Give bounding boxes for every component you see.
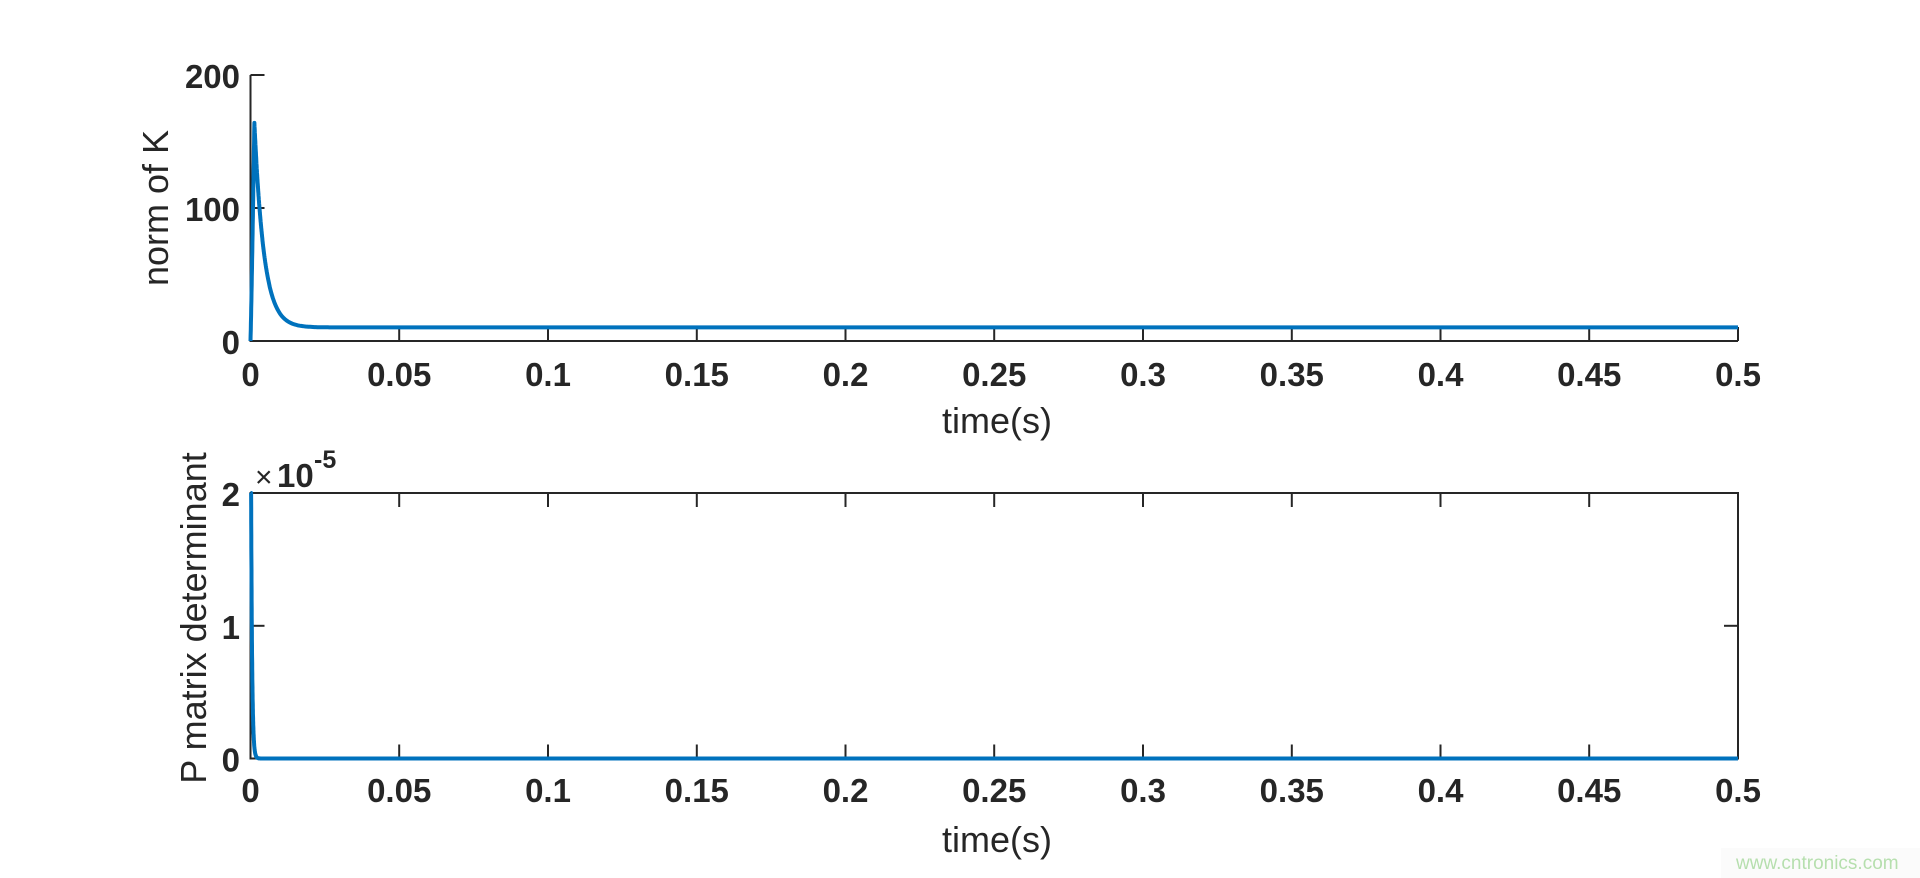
svg-text:0.3: 0.3 (1120, 356, 1166, 393)
svg-text:0.4: 0.4 (1418, 356, 1465, 393)
svg-text:time(s): time(s) (942, 400, 1052, 441)
svg-text:0.1: 0.1 (525, 772, 571, 809)
svg-text:0.25: 0.25 (962, 356, 1026, 393)
svg-text:0.05: 0.05 (367, 356, 431, 393)
svg-text:0.45: 0.45 (1557, 356, 1621, 393)
svg-text:0.35: 0.35 (1260, 356, 1324, 393)
svg-text:0: 0 (222, 742, 240, 779)
svg-text:0.45: 0.45 (1557, 772, 1621, 809)
svg-text:0.2: 0.2 (823, 772, 869, 809)
svg-text:0.35: 0.35 (1260, 772, 1324, 809)
svg-text:time(s): time(s) (942, 819, 1052, 860)
svg-text:0.1: 0.1 (525, 356, 571, 393)
svg-text:0.2: 0.2 (823, 356, 869, 393)
svg-text:0.15: 0.15 (665, 772, 729, 809)
svg-text:0: 0 (241, 772, 259, 809)
svg-text:1: 1 (222, 609, 240, 646)
svg-text:www.cntronics.com: www.cntronics.com (1735, 853, 1899, 874)
svg-text:0: 0 (241, 356, 259, 393)
svg-text:norm of K: norm of K (135, 130, 176, 286)
svg-text:0.4: 0.4 (1418, 772, 1465, 809)
svg-text:0.3: 0.3 (1120, 772, 1166, 809)
svg-text:0.25: 0.25 (962, 772, 1026, 809)
svg-text:0: 0 (222, 324, 240, 361)
svg-text:10: 10 (277, 457, 314, 494)
svg-text:-5: -5 (314, 446, 336, 474)
svg-text:2: 2 (222, 476, 240, 513)
svg-text:0.5: 0.5 (1715, 772, 1761, 809)
svg-text:200: 200 (185, 58, 240, 95)
svg-text:100: 100 (185, 191, 240, 228)
svg-text:0.15: 0.15 (665, 356, 729, 393)
svg-text:×: × (255, 461, 273, 494)
svg-text:P matrix determinant: P matrix determinant (173, 452, 214, 783)
svg-text:0.5: 0.5 (1715, 356, 1761, 393)
svg-text:0.05: 0.05 (367, 772, 431, 809)
